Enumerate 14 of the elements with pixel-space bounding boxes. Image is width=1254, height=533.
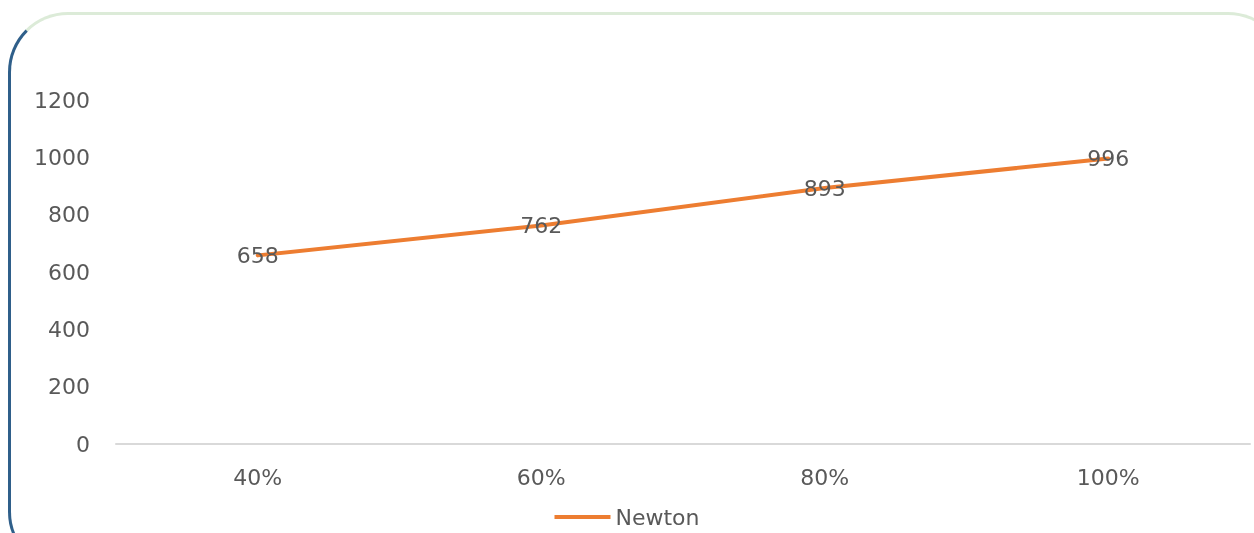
y-tick-label: 0 — [76, 431, 90, 457]
y-tick-label: 400 — [48, 316, 90, 342]
y-tick-label: 1000 — [34, 144, 90, 170]
y-tick-label: 200 — [48, 374, 90, 400]
data-label: 658 — [236, 242, 279, 268]
y-tick-label: 600 — [48, 259, 90, 285]
y-tick-label: 1200 — [34, 87, 90, 113]
data-label: 996 — [1087, 145, 1130, 171]
legend-label: Newton — [615, 504, 700, 530]
x-tick-label: 100% — [1076, 464, 1140, 490]
x-tick-label: 80% — [800, 464, 850, 490]
x-tick-label: 60% — [516, 464, 566, 490]
x-tick-label: 40% — [233, 464, 283, 490]
y-tick-label: 800 — [48, 202, 90, 228]
